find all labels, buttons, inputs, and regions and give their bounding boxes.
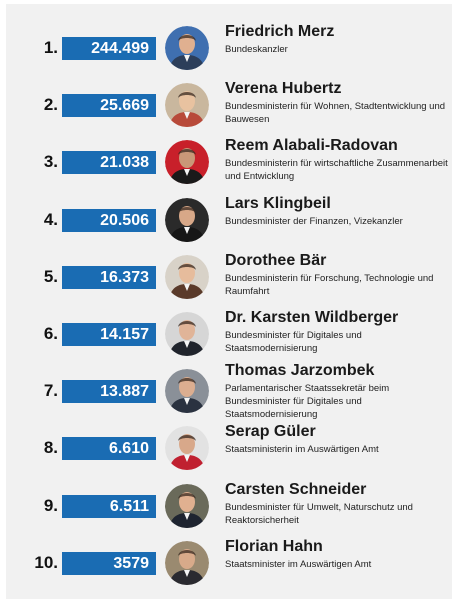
ranking-row: 1. 244.499 Friedrich Merz Bundeskanzler <box>6 20 452 76</box>
rank-label: 7. <box>43 381 58 401</box>
person-role: Bundesministerin für Wohnen, Stadtentwic… <box>225 101 446 126</box>
person-role: Bundesministerin für wirtschaftliche Zus… <box>225 158 448 183</box>
ranking-row: 5. 16.373 Dorothee Bär Bundesministerin für… <box>6 249 452 305</box>
ranking-panel: 1. 244.499 Friedrich Merz Bundeskanzler 2. 25… <box>6 4 452 599</box>
ranking-row: 10. 3579 Florian Hahn Staatsminister im Aus… <box>6 535 452 591</box>
portrait-avatar <box>165 197 209 242</box>
portrait-avatar <box>165 483 209 528</box>
portrait-avatar <box>165 254 209 299</box>
person-name: Friedrich Merz <box>225 23 335 40</box>
person-role: Staatsministerin im Auswärtigen Amt <box>225 444 379 456</box>
person-name: Lars Klingbeil <box>225 194 331 212</box>
person-role: Parlamentarischer Staatssekretär beim Bu… <box>225 383 390 421</box>
ranking-row: 3. 21.038 Reem Alabali-Radovan Bundesminist… <box>6 134 452 190</box>
ranking-row: 2. 25.669 Verena Hubertz Bundesministerin f… <box>6 77 452 133</box>
rank-label: 10. <box>34 552 58 572</box>
person-name: Verena Hubertz <box>225 80 342 98</box>
ranking-row: 9. 6.511 Carsten Schneider Bundesminister f… <box>6 478 452 534</box>
person-role: Bundeskanzler <box>225 44 288 55</box>
value-bar: 6.610 <box>62 437 156 461</box>
value-bar: 20.506 <box>62 208 156 232</box>
portrait-avatar <box>165 312 209 356</box>
rank-label: 9. <box>43 495 58 515</box>
rank-label: 6. <box>43 324 58 343</box>
value-bar: 13.887 <box>62 380 156 404</box>
value-bar: 3579 <box>62 551 156 575</box>
ranking-row: 7. 13.887 Thomas Jarzombek Parlamentarische… <box>6 362 452 421</box>
person-name: Carsten Schneider <box>225 480 367 498</box>
person-name: Serap Güler <box>225 423 316 441</box>
value-bar: 21.038 <box>62 151 156 175</box>
value-bar: 244.499 <box>62 37 156 60</box>
portrait-avatar <box>165 26 209 70</box>
portrait-avatar <box>165 83 209 128</box>
value-bar: 16.373 <box>62 265 156 289</box>
person-name: Thomas Jarzombek <box>225 362 375 380</box>
rank-label: 3. <box>43 152 58 172</box>
person-role: Staatsminister im Auswärtigen Amt <box>225 558 372 570</box>
person-name: Dorothee Bär <box>225 251 327 269</box>
rank-label: 2. <box>43 95 58 115</box>
person-name: Florian Hahn <box>225 537 323 555</box>
portrait-avatar <box>165 369 209 414</box>
portrait-avatar <box>165 426 209 471</box>
person-role: Bundesministerin für Forschung, Technolo… <box>225 272 434 297</box>
rank-label: 5. <box>43 266 58 286</box>
rank-label: 4. <box>43 209 58 229</box>
portrait-avatar <box>165 540 209 585</box>
portrait-avatar <box>165 140 209 185</box>
person-role: Bundesminister der Finanzen, Vizekanzler <box>225 215 403 227</box>
ranking-row: 8. 6.610 Serap Güler Staatsministerin im Au… <box>6 420 452 476</box>
ranking-row: 6. 14.157 Dr. Karsten Wildberger Bundesmini… <box>6 306 452 362</box>
person-role: Bundesminister für Umwelt, Naturschutz u… <box>225 501 413 526</box>
person-role: Bundesminister für Digitales und Staatsm… <box>225 330 362 354</box>
person-name: Reem Alabali-Radovan <box>225 137 398 155</box>
value-bar: 25.669 <box>62 94 156 118</box>
rank-label: 1. <box>43 38 58 57</box>
ranking-row: 4. 20.506 Lars Klingbeil Bundesminister der… <box>6 192 452 248</box>
value-bar: 6.511 <box>62 494 156 518</box>
person-name: Dr. Karsten Wildberger <box>225 309 399 326</box>
rank-label: 8. <box>43 438 58 458</box>
value-bar: 14.157 <box>62 323 156 346</box>
